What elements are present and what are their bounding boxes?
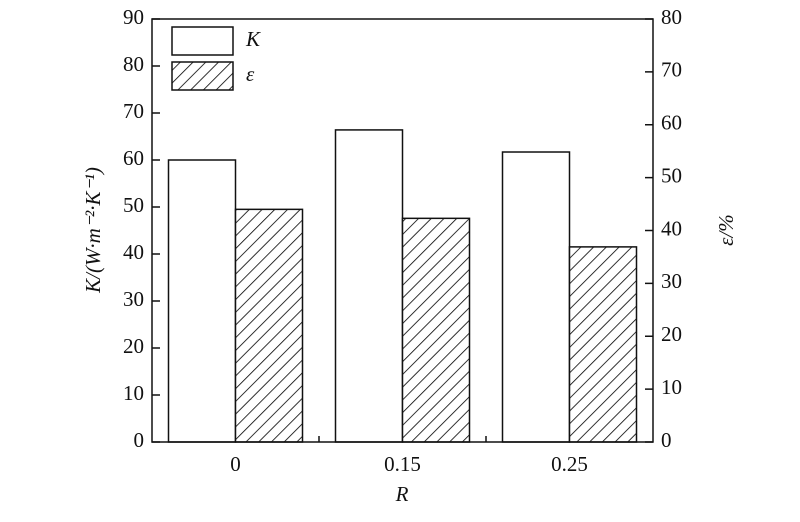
bar [167, 159, 237, 443]
legend-label: ε [246, 62, 255, 86]
y2-tick-label: 20 [661, 322, 682, 346]
legend-swatch [171, 61, 234, 91]
y-axis-label: K/(W·m⁻²·K⁻¹) [81, 167, 105, 294]
legend-swatch [171, 26, 234, 56]
bar [334, 129, 404, 443]
x-tick-label: 0.25 [551, 452, 588, 476]
bar [234, 208, 304, 443]
y-tick-label: 80 [123, 52, 144, 76]
y-tick-label: 70 [123, 99, 144, 123]
x-tick-label: 0.15 [384, 452, 421, 476]
y2-tick-label: 80 [661, 5, 682, 29]
y-tick-label: 60 [123, 146, 144, 170]
y2-tick-label: 60 [661, 111, 682, 135]
y2-tick-label: 40 [661, 216, 682, 240]
x-tick-label: 0 [230, 452, 241, 476]
y2-axis-label: ε/% [714, 214, 738, 246]
y-tick-label: 0 [134, 428, 145, 452]
y-tick-label: 20 [123, 334, 144, 358]
plot-frame [151, 18, 654, 443]
y-tick-label: 50 [123, 193, 144, 217]
y2-tick-label: 30 [661, 269, 682, 293]
legend-label: K [245, 27, 261, 51]
bar [568, 246, 638, 443]
bar [401, 217, 471, 443]
y2-tick-label: 0 [661, 428, 672, 452]
y-tick-label: 90 [123, 5, 144, 29]
bar [501, 151, 571, 443]
y-tick-label: 30 [123, 287, 144, 311]
y2-tick-label: 10 [661, 375, 682, 399]
y-tick-label: 10 [123, 381, 144, 405]
y-tick-label: 40 [123, 240, 144, 264]
y2-tick-label: 70 [661, 58, 682, 82]
x-axis-label: R [395, 482, 409, 506]
y2-tick-label: 50 [661, 163, 682, 187]
